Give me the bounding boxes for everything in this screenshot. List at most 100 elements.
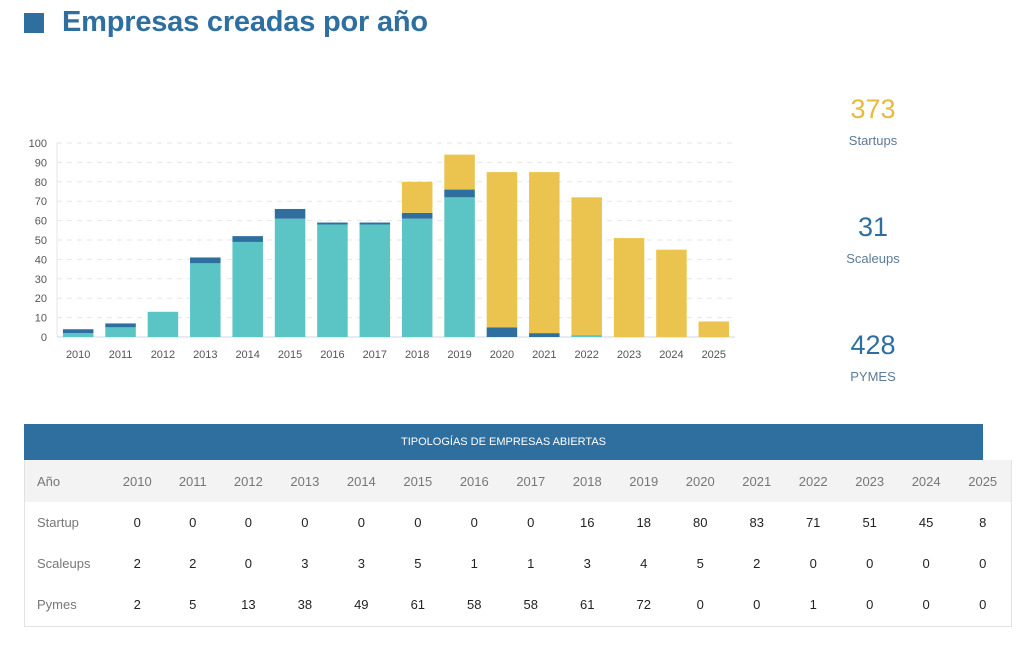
bar-pymes-2018[interactable] bbox=[401, 218, 433, 337]
bar-scaleups-2020[interactable] bbox=[486, 327, 518, 337]
bar-pymes-2013[interactable] bbox=[190, 263, 221, 337]
bar-startups-2022[interactable] bbox=[571, 197, 602, 336]
table-cell: 0 bbox=[189, 515, 197, 530]
bar-scaleups-2015[interactable] bbox=[274, 208, 306, 219]
x-tick-label: 2016 bbox=[320, 349, 344, 361]
year-header-cell: 2019 bbox=[629, 473, 659, 489]
year-header-cell: 2025 bbox=[968, 473, 998, 489]
bar-pymes-2012[interactable] bbox=[147, 311, 179, 337]
table-cell: 0 bbox=[414, 515, 422, 530]
year-header-cell: 2018 bbox=[572, 473, 602, 489]
bar-scaleups-2018[interactable] bbox=[401, 212, 433, 219]
bar-pymes-2015[interactable] bbox=[274, 218, 306, 337]
table-cell: 5 bbox=[414, 556, 422, 571]
year-header-cell: 2012 bbox=[233, 473, 263, 489]
x-tick-label: 2010 bbox=[66, 349, 90, 361]
table-cell: 5 bbox=[696, 556, 704, 571]
bar-scaleups-2014[interactable] bbox=[232, 236, 263, 242]
y-tick-label: 10 bbox=[35, 313, 47, 325]
y-tick-label: 40 bbox=[35, 254, 47, 266]
bar-startups-2020[interactable] bbox=[486, 172, 518, 328]
table-cell: 72 bbox=[636, 597, 651, 612]
x-tick-label: 2023 bbox=[617, 349, 641, 361]
bar-startups-2021[interactable] bbox=[529, 172, 560, 334]
kpi-scaleups-label: Scaleups bbox=[846, 251, 900, 266]
bar-pymes-2019[interactable] bbox=[444, 197, 475, 337]
table-cell: 4 bbox=[640, 556, 648, 571]
table-cell: 0 bbox=[979, 597, 987, 612]
table-cell: 0 bbox=[133, 515, 141, 530]
x-tick-label: 2012 bbox=[151, 349, 175, 361]
table-cell: 49 bbox=[354, 597, 369, 612]
table-cell: 1 bbox=[527, 556, 535, 571]
table-row: Startup 0 0 0 0 0 0 0 0 16 18 80 83 71 51 45 8 bbox=[25, 502, 1011, 543]
page-title: Empresas creadas por año bbox=[62, 6, 428, 38]
y-tick-label: 90 bbox=[35, 157, 47, 169]
bar-scaleups-2011[interactable] bbox=[105, 323, 136, 328]
page-header: Empresas creadas por año bbox=[24, 6, 428, 39]
table-cell: 3 bbox=[301, 556, 309, 571]
table-cell: 0 bbox=[244, 556, 252, 571]
bar-pymes-2014[interactable] bbox=[232, 241, 263, 337]
bar-scaleups-2013[interactable] bbox=[190, 257, 221, 264]
table-cell: 13 bbox=[241, 597, 256, 612]
bar-scaleups-2016[interactable] bbox=[317, 222, 348, 225]
stacked-bar-chart: 0 10 20 30 40 50 60 70 80 90 100 2010 2011 2012 2013 20… bbox=[29, 138, 735, 361]
bar-scaleups-2019[interactable] bbox=[444, 189, 475, 198]
table-cell: 0 bbox=[922, 556, 930, 571]
table-cell: 45 bbox=[918, 515, 934, 530]
year-header-cell: 2016 bbox=[459, 473, 489, 489]
bar-pymes-2016[interactable] bbox=[317, 224, 348, 337]
y-tick-label: 100 bbox=[29, 138, 47, 150]
x-tick-label: 2014 bbox=[235, 349, 259, 361]
year-header-cell: 2010 bbox=[122, 473, 152, 489]
table-cell: 51 bbox=[862, 515, 877, 530]
table-cell: 0 bbox=[527, 515, 535, 530]
table-cell: 0 bbox=[979, 556, 987, 571]
kpi-startups: 373 Startups bbox=[813, 93, 933, 148]
bar-pymes-2010[interactable] bbox=[62, 333, 94, 337]
bar-startups-2018[interactable] bbox=[401, 181, 433, 213]
table-cell: 0 bbox=[244, 515, 252, 530]
x-tick-label: 2011 bbox=[109, 349, 133, 361]
year-header-cell: 2017 bbox=[516, 473, 546, 489]
y-tick-label: 70 bbox=[35, 196, 47, 208]
x-tick-label: 2022 bbox=[574, 349, 598, 361]
table-row: Pymes 2 5 13 38 49 61 58 58 61 72 0 0 1 0 0 0 bbox=[25, 584, 1011, 625]
table-cell: 0 bbox=[809, 556, 817, 571]
year-header-label: Año bbox=[37, 473, 61, 489]
bar-pymes-2011[interactable] bbox=[105, 327, 136, 337]
x-tick-label: 2021 bbox=[532, 349, 556, 361]
year-header-cell: 2013 bbox=[290, 473, 320, 489]
bar-startups-2019[interactable] bbox=[444, 154, 475, 190]
kpi-scaleups: 31 Scaleups bbox=[813, 211, 933, 266]
table-row: Scaleups 2 2 0 3 3 5 1 1 3 4 5 2 0 0 0 0 bbox=[25, 543, 1011, 584]
table-cell: 61 bbox=[410, 597, 426, 612]
table-cell: 5 bbox=[189, 597, 197, 612]
bar-startups-2024[interactable] bbox=[656, 249, 687, 337]
company-types-table: Año 2010 2011 2012 2013 2014 2015 2016 2017 2018… bbox=[24, 460, 1012, 627]
x-tick-label: 2015 bbox=[278, 349, 302, 361]
bar-scaleups-2021[interactable] bbox=[529, 333, 560, 337]
table-cell: 0 bbox=[357, 515, 365, 530]
bar-startups-2025[interactable] bbox=[698, 321, 730, 337]
table-cell: 2 bbox=[133, 597, 141, 612]
row-label: Startup bbox=[37, 515, 79, 530]
bar-scaleups-2010[interactable] bbox=[62, 329, 94, 334]
y-tick-label: 50 bbox=[35, 235, 47, 247]
table-cell: 1 bbox=[470, 556, 478, 571]
bar-scaleups-2017[interactable] bbox=[359, 222, 391, 225]
year-header-cell: 2021 bbox=[742, 473, 772, 489]
bar-pymes-2017[interactable] bbox=[359, 224, 391, 337]
bar-pymes-2022[interactable] bbox=[571, 335, 602, 337]
table-cell: 0 bbox=[470, 515, 478, 530]
table-cell: 18 bbox=[636, 515, 651, 530]
bar-startups-2023[interactable] bbox=[613, 238, 645, 337]
x-tick-label: 2018 bbox=[405, 349, 429, 361]
year-header-cell: 2024 bbox=[911, 473, 941, 489]
y-tick-label: 20 bbox=[35, 293, 47, 305]
table-cell: 3 bbox=[583, 556, 591, 571]
kpi-pymes: 428 PYMES bbox=[813, 329, 933, 384]
table-cell: 16 bbox=[580, 515, 595, 530]
x-tick-label: 2020 bbox=[490, 349, 514, 361]
